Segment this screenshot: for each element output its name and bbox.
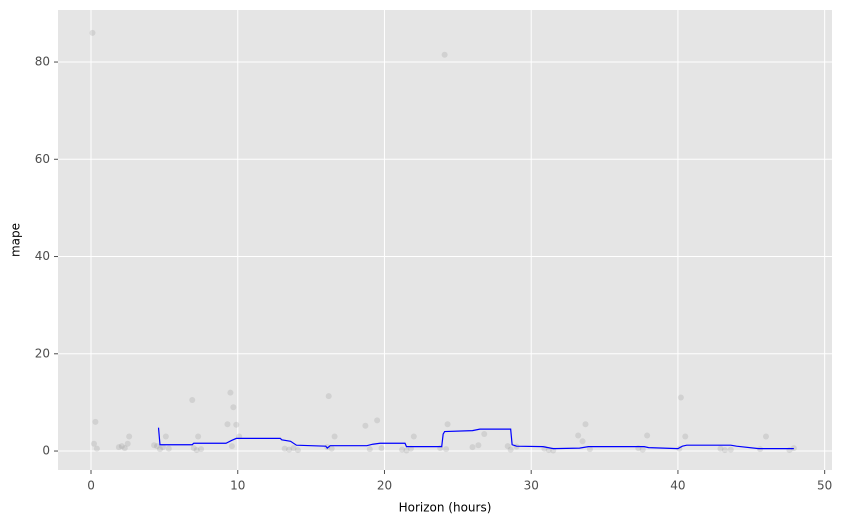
point [115, 444, 122, 451]
y-tick-label: 40 [35, 249, 50, 263]
point [294, 447, 301, 454]
point [228, 443, 235, 450]
point [441, 51, 448, 58]
y-tick-label: 0 [42, 444, 50, 458]
point [325, 393, 332, 400]
point [469, 444, 476, 451]
point [126, 433, 133, 440]
point [366, 446, 373, 453]
point [281, 445, 288, 452]
point [189, 396, 196, 403]
point [443, 446, 450, 453]
point [156, 446, 163, 453]
point [151, 442, 158, 449]
point [644, 432, 651, 439]
point [475, 442, 482, 449]
point [362, 422, 369, 429]
point [227, 389, 234, 396]
point [165, 445, 172, 452]
point [328, 445, 335, 452]
point [286, 446, 293, 453]
point [639, 446, 646, 453]
point [575, 432, 582, 439]
point [198, 446, 205, 453]
y-tick-label: 80 [35, 55, 50, 69]
point [399, 446, 406, 453]
point [374, 417, 381, 424]
point [190, 445, 197, 452]
point [410, 433, 417, 440]
point [121, 445, 128, 452]
point [403, 447, 410, 454]
point [582, 421, 589, 428]
point [378, 445, 385, 452]
x-tick-label: 20 [377, 479, 392, 493]
point [159, 444, 166, 451]
x-tick-label: 40 [670, 479, 685, 493]
y-tick-label: 20 [35, 346, 50, 360]
y-axis-label: mape [9, 223, 23, 257]
point [124, 440, 131, 447]
point [93, 445, 100, 452]
point [507, 446, 514, 453]
point [290, 445, 297, 452]
point [89, 29, 96, 36]
point [762, 433, 769, 440]
x-tick-label: 0 [87, 479, 95, 493]
point [504, 443, 511, 450]
x-tick-label: 10 [230, 479, 245, 493]
point [682, 433, 689, 440]
point [90, 440, 97, 447]
point [727, 446, 734, 453]
point [193, 447, 200, 454]
point [677, 394, 684, 401]
plot-area [58, 10, 832, 470]
point [224, 421, 231, 428]
point [230, 404, 237, 411]
y-tick-label: 60 [35, 152, 50, 166]
point [717, 445, 724, 452]
point [331, 433, 338, 440]
x-axis-label: Horizon (hours) [399, 501, 492, 515]
x-tick-label: 30 [524, 479, 539, 493]
point [92, 418, 99, 425]
point [579, 438, 586, 445]
point [154, 443, 161, 450]
point [586, 446, 593, 453]
x-tick-label: 50 [817, 479, 832, 493]
point [721, 447, 728, 454]
point [118, 443, 125, 450]
point [444, 421, 451, 428]
point [233, 421, 240, 428]
point [195, 433, 202, 440]
line [157, 427, 794, 450]
point [481, 431, 488, 438]
point [162, 433, 169, 440]
